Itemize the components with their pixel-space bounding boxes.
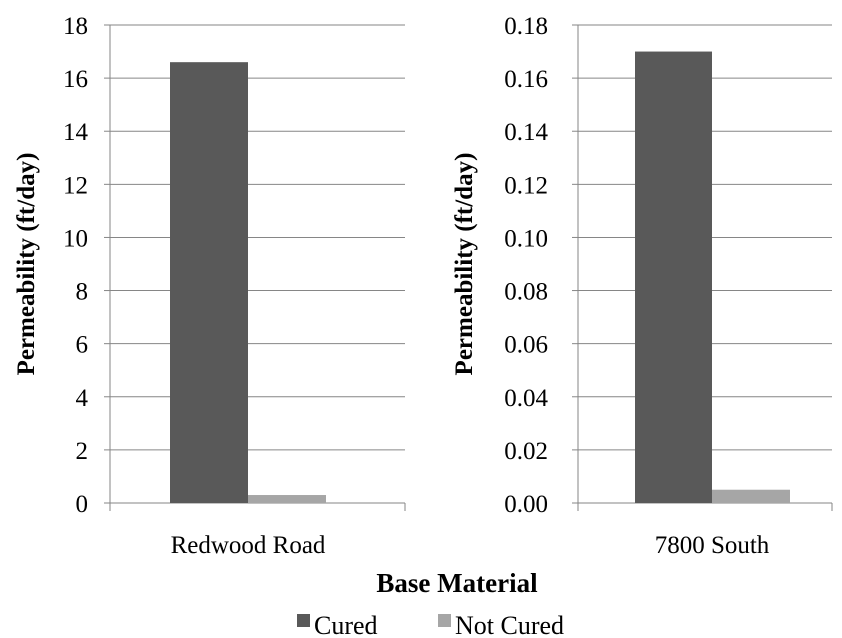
- y-tick-label: 8: [76, 279, 89, 306]
- y-tick-label: 0.00: [504, 491, 548, 518]
- y-tick-label: 2: [76, 438, 89, 465]
- y-tick-label: 18: [63, 13, 88, 40]
- legend: Cured Not Cured: [297, 611, 564, 638]
- bar-not-cured: [712, 489, 790, 503]
- y-tick-label: 0.08: [504, 279, 548, 306]
- y-tick-label: 12: [63, 172, 88, 199]
- x-axis-title: Base Material: [376, 568, 538, 598]
- y-axis-title: Permeability (ft/day): [13, 153, 40, 376]
- chart-7800-south: 0.00 0.02 0.04 0.06 0.08 0.10 0.12 0.14 0.16 0.18…: [451, 13, 833, 559]
- x-category-label: Redwood Road: [171, 532, 326, 559]
- y-tick-label: 6: [76, 332, 89, 359]
- bar-cured: [635, 51, 712, 504]
- y-tick-label: 0.04: [504, 385, 548, 412]
- y-tick-label: 14: [63, 119, 89, 146]
- x-category-label: 7800 South: [655, 532, 770, 559]
- y-tick-label: 0.18: [504, 13, 548, 40]
- y-tick-label: 4: [76, 385, 89, 412]
- chart-redwood-road: 0 2 4 6 8 10 12 14 16 18 Redwood Road Permeability …: [13, 13, 406, 559]
- y-tick-label: 0.16: [504, 66, 548, 93]
- y-tick-label: 0: [76, 491, 89, 518]
- y-tick-label: 0.12: [504, 172, 548, 199]
- legend-swatch-not-cured: [438, 614, 451, 627]
- legend-swatch-cured: [297, 614, 310, 627]
- y-tick-label: 0.02: [504, 438, 548, 465]
- y-tick-label: 10: [63, 225, 88, 252]
- y-tick-label: 0.06: [504, 332, 548, 359]
- y-tick-label: 16: [63, 66, 88, 93]
- legend-label-not-cured: Not Cured: [455, 611, 564, 638]
- legend-label-cured: Cured: [314, 611, 378, 638]
- bar-cured: [170, 62, 248, 504]
- y-axis-title: Permeability (ft/day): [451, 153, 478, 376]
- y-tick-label: 0.10: [504, 225, 548, 252]
- bar-not-cured: [248, 495, 326, 503]
- y-tick-label: 0.14: [504, 119, 548, 146]
